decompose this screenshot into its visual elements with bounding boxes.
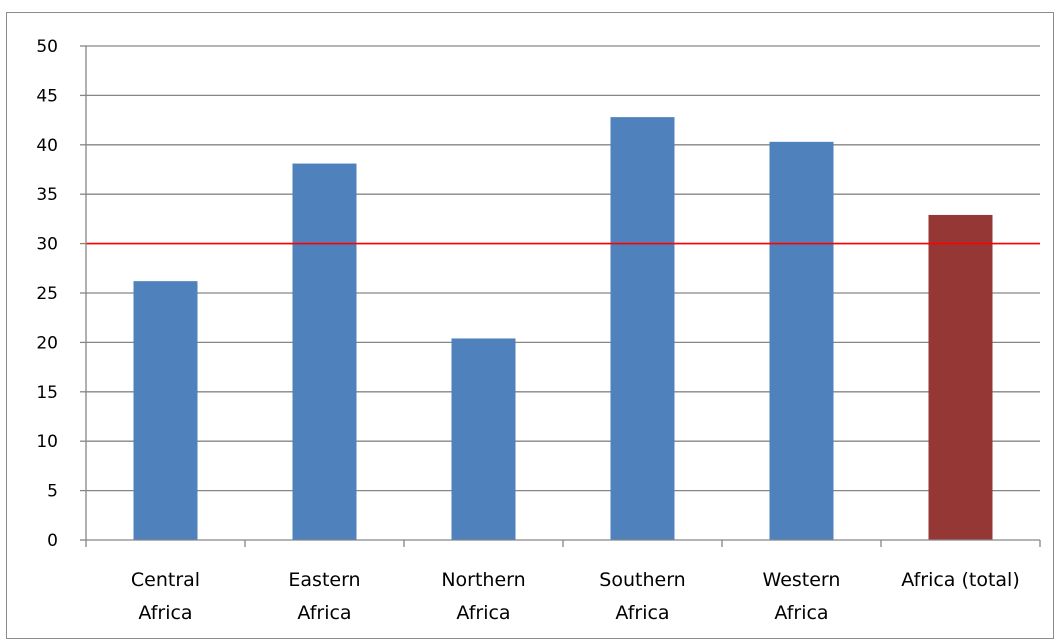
gridlines: [86, 46, 1040, 491]
y-tick-label: 20: [36, 333, 58, 353]
y-tick-label: 15: [36, 383, 58, 403]
bar-0: [134, 281, 198, 540]
y-tick-label: 0: [47, 531, 58, 551]
x-category-label: Western Africa: [763, 569, 841, 624]
bar-1: [293, 164, 357, 540]
axes: [80, 46, 1040, 547]
x-category-label: Northern Africa: [441, 569, 525, 624]
x-category-label: Africa (total): [901, 569, 1020, 591]
bar-5: [929, 215, 993, 540]
y-tick-label: 10: [36, 432, 58, 452]
bar-2: [452, 338, 516, 540]
x-category-label: Eastern Africa: [288, 569, 360, 624]
bar-3: [611, 117, 675, 540]
y-tick-label: 45: [36, 86, 58, 106]
bars: [134, 117, 993, 540]
x-category-label: Central Africa: [131, 569, 200, 624]
bar-4: [770, 142, 834, 540]
x-category-label: Southern Africa: [599, 569, 685, 624]
y-tick-labels: 0 5 10 15 20 25 30 35 40 45 50: [36, 37, 58, 551]
x-category-labels: Central Africa Eastern Africa Northern Africa…: [131, 569, 1020, 624]
y-tick-label: 35: [36, 185, 58, 205]
y-tick-label: 40: [36, 136, 58, 156]
y-tick-label: 5: [47, 482, 58, 502]
y-tick-label: 50: [36, 37, 58, 57]
y-tick-label: 25: [36, 284, 58, 304]
y-tick-label: 30: [36, 235, 58, 255]
